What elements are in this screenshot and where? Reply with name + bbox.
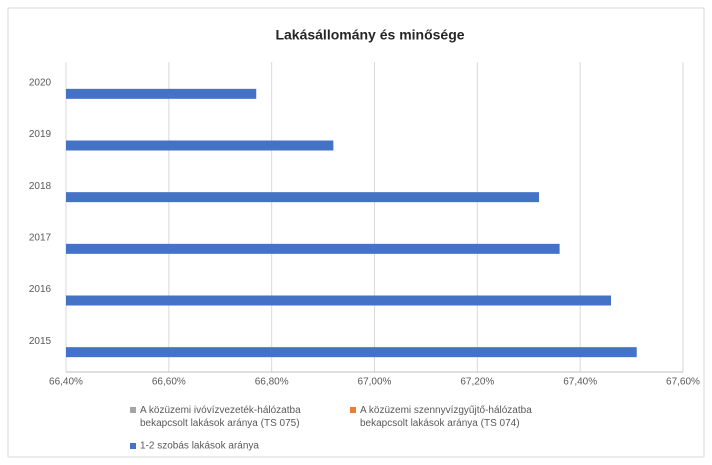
bar	[66, 192, 540, 203]
legend-swatch	[130, 443, 136, 449]
x-tick-label: 67,00%	[358, 377, 392, 388]
chart-title: Lakásállomány és minősége	[275, 27, 464, 43]
x-tick-label: 67,40%	[563, 377, 597, 388]
y-tick-label: 2017	[29, 232, 52, 243]
x-tick-label: 67,20%	[460, 377, 494, 388]
y-tick-label: 2016	[29, 284, 52, 295]
legend-label: 1-2 szobás lakások aránya	[140, 441, 259, 452]
y-tick-label: 2020	[29, 77, 52, 88]
bar	[66, 140, 334, 151]
x-tick-label: 66,80%	[255, 377, 289, 388]
legend-label: A közüzemi szennyvízgyűjtő-hálózatba beka…	[360, 405, 532, 429]
x-tick-label: 67,60%	[666, 377, 700, 388]
bar	[66, 347, 637, 358]
y-tick-label: 2015	[29, 336, 52, 347]
bar	[66, 295, 612, 306]
legend-swatch	[350, 407, 356, 413]
legend-swatch	[130, 407, 136, 413]
y-tick-label: 2019	[29, 129, 52, 140]
x-tick-label: 66,60%	[152, 377, 186, 388]
x-tick-label: 66,40%	[49, 377, 83, 388]
chart-frame	[7, 7, 705, 458]
legend-label: A közüzemi ivóvízvezeték-hálózatba bekapc…	[140, 405, 301, 429]
bar	[66, 243, 560, 254]
y-tick-label: 2018	[29, 181, 52, 192]
bar	[66, 88, 257, 99]
